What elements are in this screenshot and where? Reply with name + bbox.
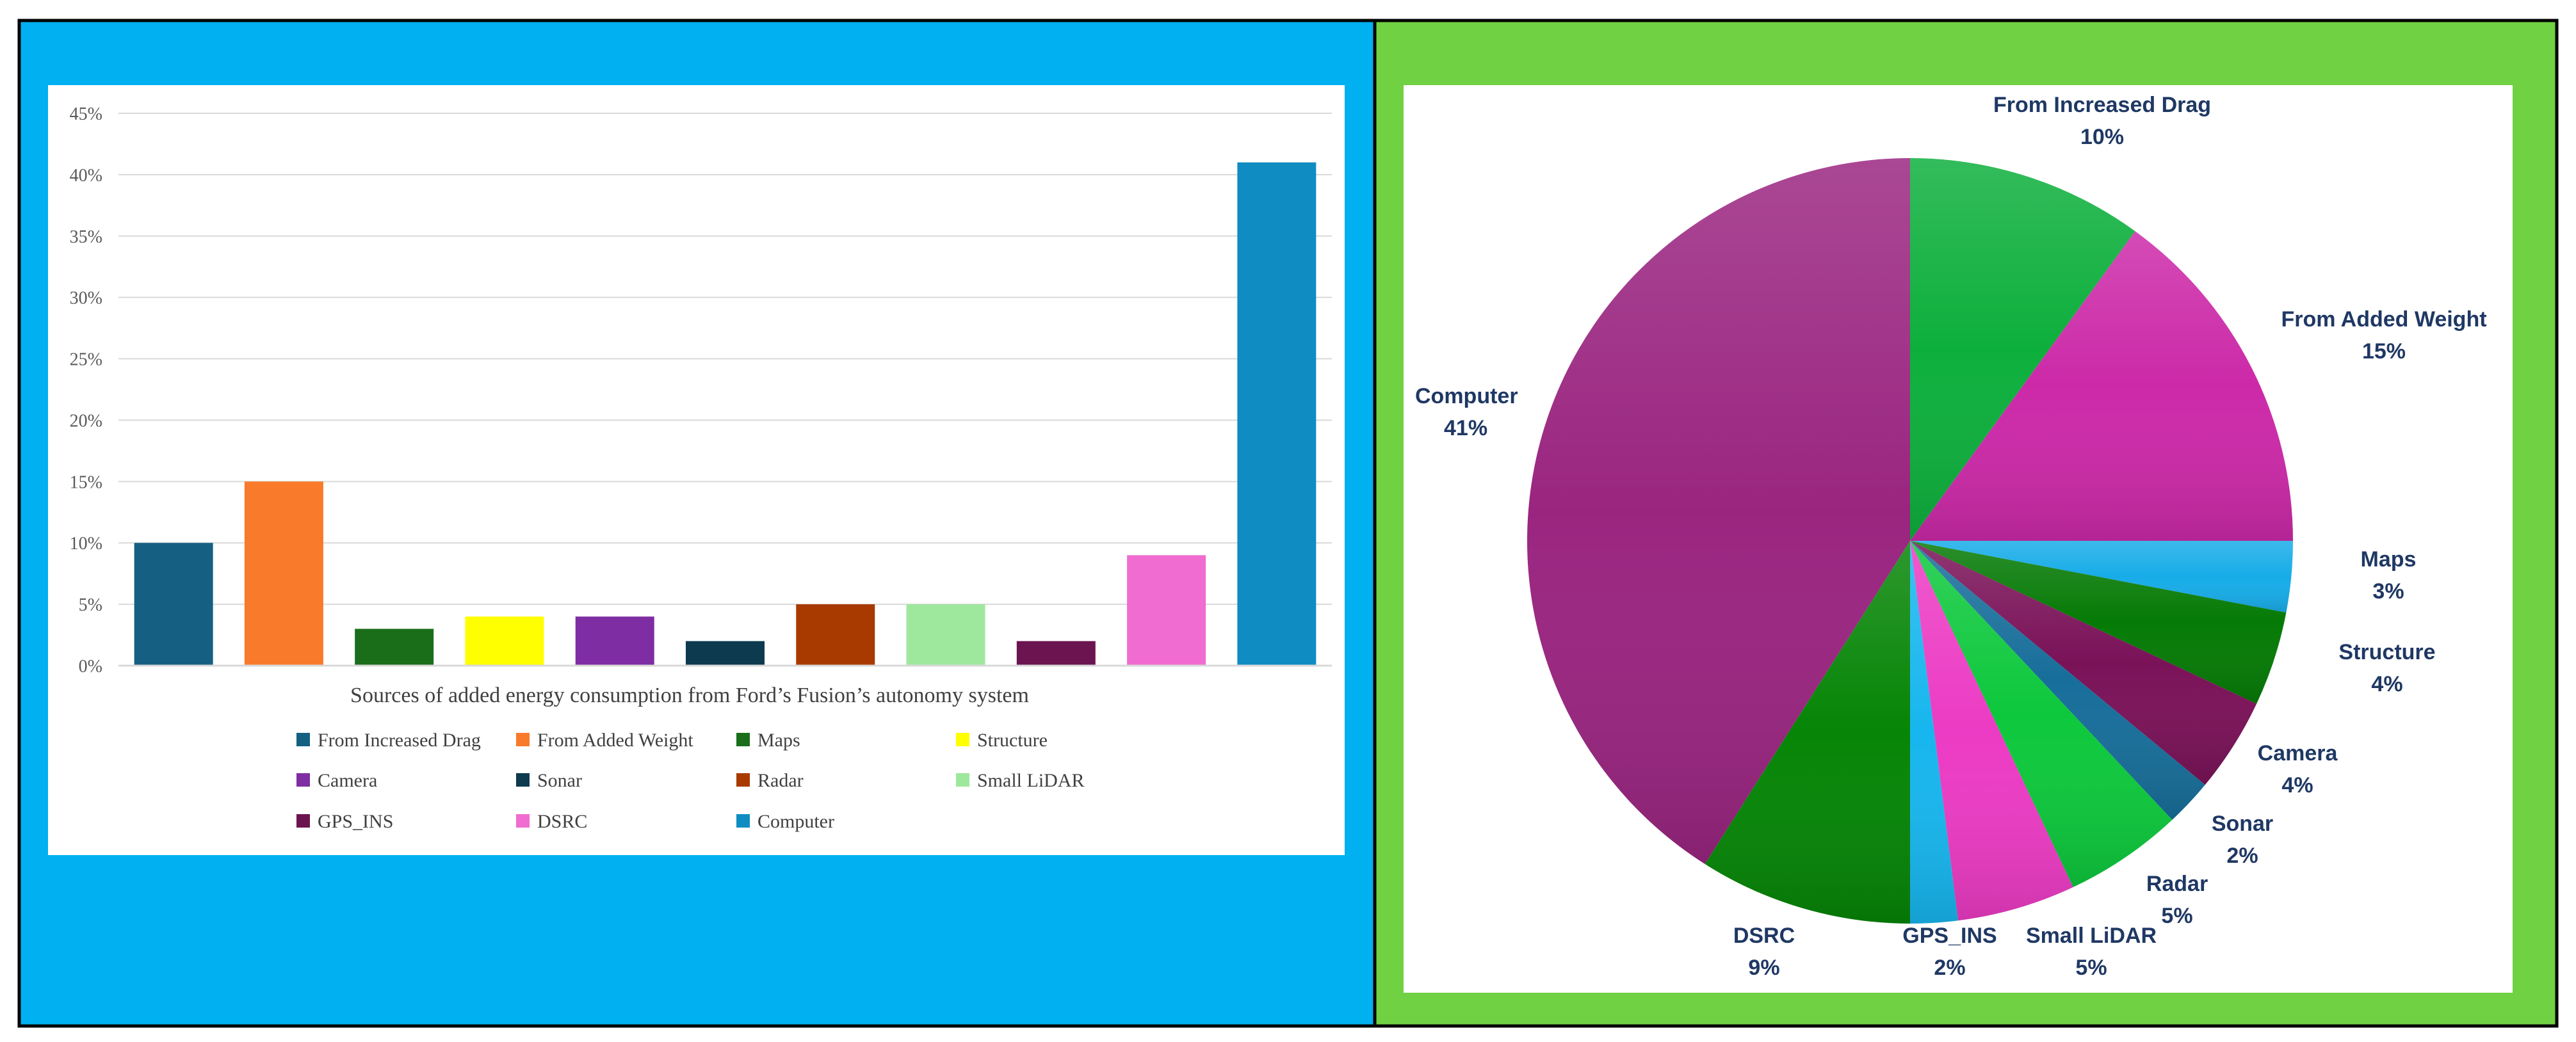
legend-swatch [516,773,530,787]
legend-swatch [736,733,750,746]
y-tick-label: 25% [70,350,102,370]
bar-from-added-weight [244,481,323,666]
pie-slice-shade [1910,541,2257,785]
pie-label-value: 2% [2226,844,2258,868]
bar-small-lidar [906,604,985,666]
legend-label: Sonar [537,770,582,791]
legend-label: Computer [757,811,834,832]
pie-label-value: 2% [1934,956,1965,980]
legend-label: From Increased Drag [318,730,481,751]
legend-label: From Added Weight [537,730,693,751]
legend-swatch [296,814,310,828]
legend-swatch [296,773,310,787]
pie-label-name: From Added Weight [2281,307,2486,332]
pie-slice-shade [1910,541,2173,888]
pie-slice-shade [1910,541,2287,704]
bar-computer [1237,162,1316,666]
pie-label-value: 41% [1444,416,1487,440]
y-tick-label: 30% [70,289,102,309]
bar-chart-bars [134,162,1316,666]
pie-label-name: Computer [1415,384,1518,408]
legend-swatch [736,814,750,828]
y-tick-label: 35% [70,227,102,247]
bar-from-increased-drag [134,543,213,666]
pie-slice-shade [1910,231,2293,541]
pie-slice-shade [1910,541,2205,820]
legend-swatch [956,733,969,746]
y-tick-label: 15% [70,472,102,492]
bar-camera [575,616,654,666]
pie-slice-shade [1910,541,2073,921]
bar-chart-title: Sources of added energy consumption from… [350,684,1029,707]
pie-label-name: From Increased Drag [1993,93,2211,117]
pie-label-value: 10% [2080,125,2124,149]
pie-slice-shade [1910,541,1958,924]
y-tick-label: 20% [70,411,102,431]
bar-radar [796,604,875,666]
pie-label-value: 5% [2161,904,2192,928]
bar-chart-y-axis: 0% 5% 10% 15% 20% 25% 30% 35% 40% 45% [70,104,102,677]
y-tick-label: 5% [79,595,102,615]
pie-slice-shade [1910,541,2293,613]
pie-label-value: 3% [2372,579,2404,604]
pie-label-value: 5% [2075,956,2107,980]
pie-label-value: 4% [2371,672,2402,696]
pie-label-name: GPS_INS [1902,924,1997,948]
bar-dsrc [1127,555,1206,666]
outer-frame [17,19,2559,1028]
pie-chart-labels: From Increased Drag 10% From Added Weight 1… [1415,93,2487,980]
legend-swatch [736,773,750,787]
legend-label: DSRC [537,811,587,832]
pie-slice-shade [1910,158,2135,541]
legend-label: GPS_INS [318,811,393,832]
legend-label: Radar [757,770,804,791]
legend-label: Structure [977,730,1048,751]
bar-structure [465,616,544,666]
pie-label-name: Camera [2258,741,2338,765]
pie-label-value: 15% [2362,339,2406,364]
pie-label-value: 9% [1748,956,1779,980]
y-tick-label: 40% [70,166,102,186]
pie-label-name: Maps [2361,547,2417,572]
y-tick-label: 0% [79,657,102,677]
pie-label-name: DSRC [1733,924,1795,948]
legend-swatch [296,733,310,746]
pie-label-name: Structure [2338,640,2435,664]
bar-chart-legend: From Increased Drag From Added Weight Maps… [296,730,1085,832]
bar-gps-ins [1016,641,1096,666]
y-tick-label: 45% [70,104,102,124]
pie-chart-slices [1527,158,2293,924]
pie-label-name: Radar [2146,872,2208,896]
legend-swatch [516,814,530,828]
pie-slice-shade [1527,158,1910,864]
legend-label: Small LiDAR [977,770,1085,791]
bar-sonar [686,641,765,666]
legend-swatch [516,733,530,746]
pie-label-name: Small LiDAR [2026,924,2157,948]
legend-label: Camera [318,770,377,791]
bar-chart-plot-card [48,85,1345,855]
pie-slice-shade [1705,541,1910,924]
pie-label-value: 4% [2281,773,2313,798]
bar-maps [355,629,434,666]
legend-swatch [956,773,969,787]
y-tick-label: 10% [70,534,102,554]
pie-label-name: Sonar [2212,812,2273,836]
legend-label: Maps [757,730,800,751]
